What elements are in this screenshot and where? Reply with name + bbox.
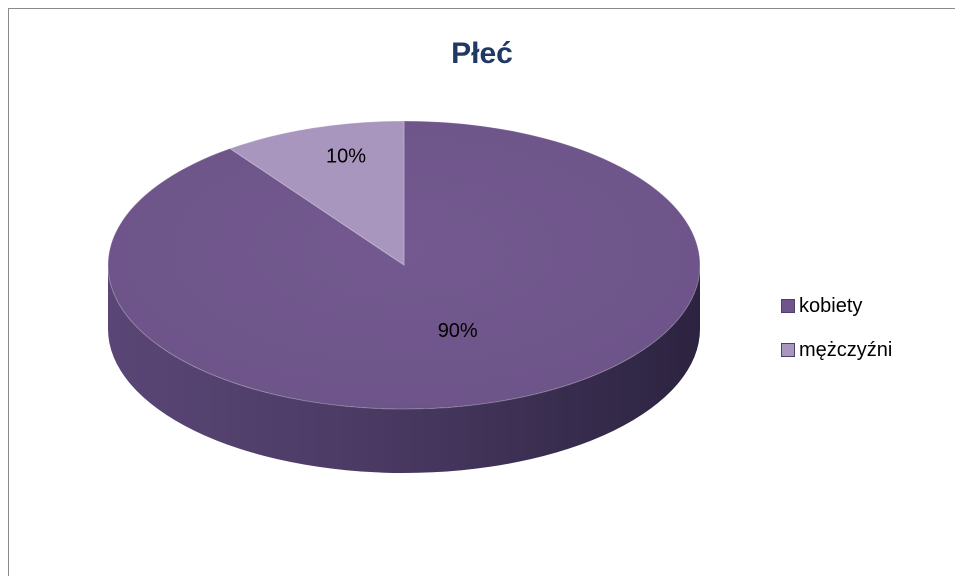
legend-item-1: kobiety [781, 292, 892, 320]
legend-swatch-1 [781, 299, 795, 313]
pie-slice-1 [107, 120, 701, 410]
legend-label-2: mężczyźni [799, 338, 893, 361]
chart-title: Płeć [451, 37, 513, 70]
data-label-1: 90% [438, 320, 478, 342]
legend: kobiety mężczyźni [781, 292, 892, 380]
label-group: 90% 10% [326, 145, 478, 342]
legend-swatch-2 [781, 343, 795, 357]
legend-item-2: mężczyźni [781, 336, 892, 364]
legend-label-1: kobiety [799, 294, 863, 317]
pie-slice-2 [228, 120, 405, 266]
data-label-2: 10% [326, 145, 366, 167]
pie-group [107, 120, 701, 473]
pie-side [108, 265, 700, 473]
pie-chart: 90% 10% [107, 120, 701, 473]
chart-frame: Płeć 90% 10% kobiety mężczyźni [8, 8, 955, 576]
